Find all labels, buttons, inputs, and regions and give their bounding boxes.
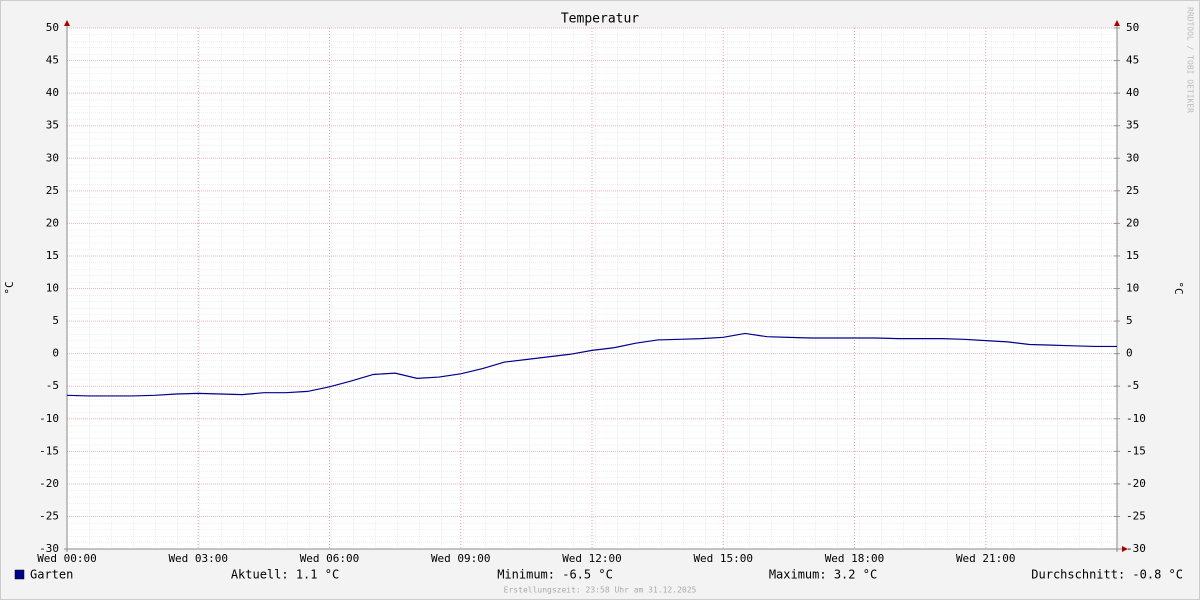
y2-tick-label: 40 <box>1126 86 1139 99</box>
legend-swatch <box>14 569 25 580</box>
y-tick-label: 30 <box>46 151 59 164</box>
y2-tick-label: -15 <box>1126 444 1146 457</box>
legend-label: Garten <box>30 568 73 582</box>
y2-tick-label: 30 <box>1126 151 1139 164</box>
y-tick-label: 40 <box>46 86 59 99</box>
y2-tick-label: 45 <box>1126 54 1139 67</box>
y-tick-label: -30 <box>39 542 59 555</box>
x-tick-label: Wed 00:00 <box>37 552 97 565</box>
y2-axis-label: °C <box>1172 281 1185 294</box>
legend-stat: Minimum: -6.5 °C <box>497 568 613 582</box>
legend-stat: Maximum: 3.2 °C <box>769 568 877 582</box>
x-tick-label: Wed 03:00 <box>168 552 228 565</box>
y-tick-label: 10 <box>46 282 59 295</box>
y2-tick-label: -10 <box>1126 412 1146 425</box>
x-tick-label: Wed 06:00 <box>300 552 360 565</box>
y-tick-label: -20 <box>39 477 59 490</box>
y-tick-label: 50 <box>46 21 59 34</box>
axis-arrow <box>64 20 70 26</box>
watermark: RRDTOOL / TOBI OETIKER <box>1186 7 1195 113</box>
y2-tick-label: 5 <box>1126 314 1133 327</box>
y-tick-label: -10 <box>39 412 59 425</box>
legend-stat: Aktuell: 1.1 °C <box>231 568 339 582</box>
legend-stat: Durchschnitt: -0.8 °C <box>1031 568 1183 582</box>
y2-tick-label: -20 <box>1126 477 1146 490</box>
y2-tick-label: -25 <box>1126 509 1146 522</box>
x-tick-label: Wed 18:00 <box>825 552 885 565</box>
chart-title: Temperatur <box>561 12 639 27</box>
y-tick-label: -25 <box>39 509 59 522</box>
y2-tick-label: 15 <box>1126 249 1139 262</box>
y-tick-label: -5 <box>46 379 59 392</box>
y-axis-label: °C <box>3 281 16 294</box>
y-tick-label: 35 <box>46 119 59 132</box>
y-tick-label: 20 <box>46 216 59 229</box>
y-tick-label: -15 <box>39 444 59 457</box>
x-tick-label: Wed 21:00 <box>956 552 1016 565</box>
line <box>66 332 1117 397</box>
y-tick-label: 45 <box>46 54 59 67</box>
y2-tick-label: -5 <box>1126 379 1139 392</box>
axis-arrow <box>1122 546 1128 552</box>
y-tick-label: 25 <box>46 184 59 197</box>
marks: -30-25-20-15-10-505101520253035404550-30… <box>14 20 1183 582</box>
y2-tick-label: 20 <box>1126 216 1139 229</box>
y2-tick-label: 10 <box>1126 282 1139 295</box>
footer: Erstellungszeit: 23:58 Uhr am 31.12.2025 <box>504 586 697 595</box>
y2-tick-label: -30 <box>1126 542 1146 555</box>
x-tick-label: Wed 15:00 <box>693 552 753 565</box>
y-tick-label: 15 <box>46 249 59 262</box>
y2-tick-label: 35 <box>1126 119 1139 132</box>
y2-tick-label: 50 <box>1126 21 1139 34</box>
y2-tick-label: 25 <box>1126 184 1139 197</box>
x-tick-label: Wed 12:00 <box>562 552 622 565</box>
axis-arrow <box>1114 20 1120 26</box>
y2-tick-label: 0 <box>1126 347 1133 360</box>
y-tick-label: 5 <box>52 314 59 327</box>
x-tick-label: Wed 09:00 <box>431 552 491 565</box>
y-tick-label: 0 <box>52 347 59 360</box>
